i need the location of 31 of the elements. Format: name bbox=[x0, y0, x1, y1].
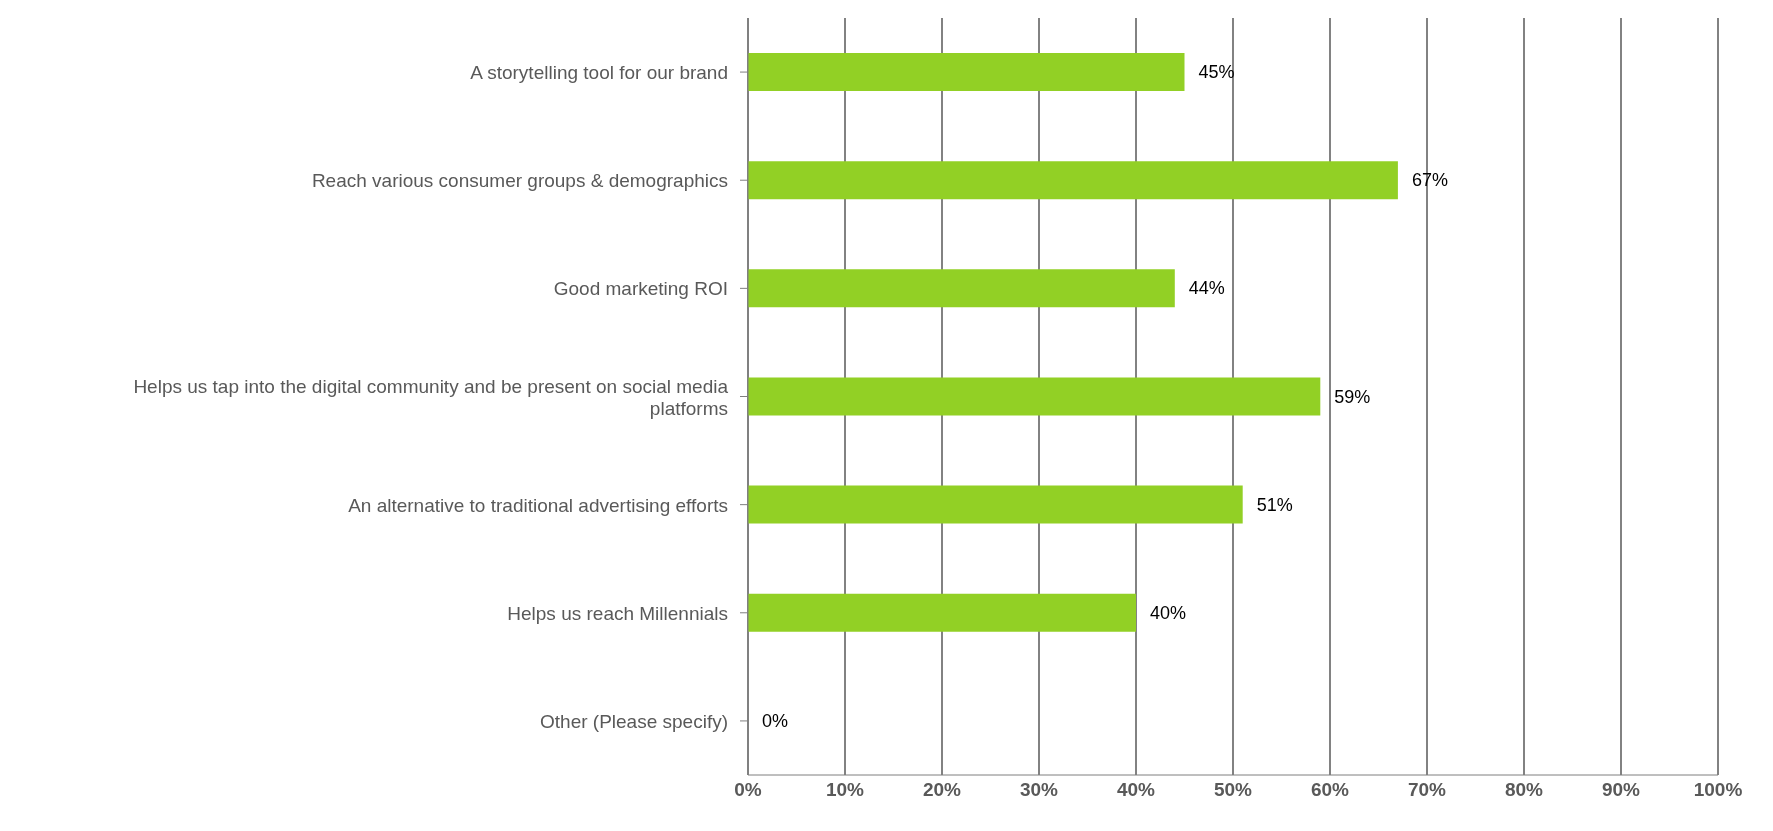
y-tick-label: An alternative to traditional advertising efforts bbox=[348, 494, 728, 516]
y-tick-label: Helps us reach Millennials bbox=[507, 602, 728, 624]
x-tick-label: 20% bbox=[922, 779, 962, 801]
x-tick-label: 10% bbox=[825, 779, 865, 801]
y-tick-label: Helps us tap into the digital community and be present on social media platforms bbox=[133, 375, 729, 418]
data-label: 44% bbox=[1188, 278, 1225, 299]
x-tick-label: 0% bbox=[734, 779, 762, 801]
bar bbox=[748, 593, 1136, 632]
bar bbox=[748, 377, 1321, 416]
data-label: 45% bbox=[1198, 62, 1235, 83]
data-label: 67% bbox=[1411, 170, 1448, 191]
x-tick-label: 60% bbox=[1310, 779, 1350, 801]
bar bbox=[748, 269, 1175, 308]
bar bbox=[748, 485, 1243, 524]
x-tick-label: 90% bbox=[1601, 779, 1641, 801]
x-tick-label: 40% bbox=[1116, 779, 1156, 801]
x-tick-label: 100% bbox=[1693, 779, 1743, 801]
bar bbox=[748, 161, 1398, 200]
x-tick-label: 80% bbox=[1504, 779, 1544, 801]
x-tick-label: 70% bbox=[1407, 779, 1447, 801]
data-label: 59% bbox=[1334, 386, 1371, 407]
x-tick-label: 30% bbox=[1019, 779, 1059, 801]
y-tick-label: A storytelling tool for our brand bbox=[470, 61, 728, 83]
bar bbox=[748, 53, 1185, 91]
data-label: 0% bbox=[762, 710, 789, 731]
data-label: 51% bbox=[1256, 494, 1293, 515]
y-tick-label: Other (Please specify) bbox=[540, 710, 728, 732]
y-tick-label: Reach various consumer groups & demographics bbox=[311, 169, 728, 191]
y-tick-label: Good marketing ROI bbox=[553, 277, 728, 299]
data-label: 40% bbox=[1150, 602, 1187, 623]
x-tick-label: 50% bbox=[1213, 779, 1253, 801]
